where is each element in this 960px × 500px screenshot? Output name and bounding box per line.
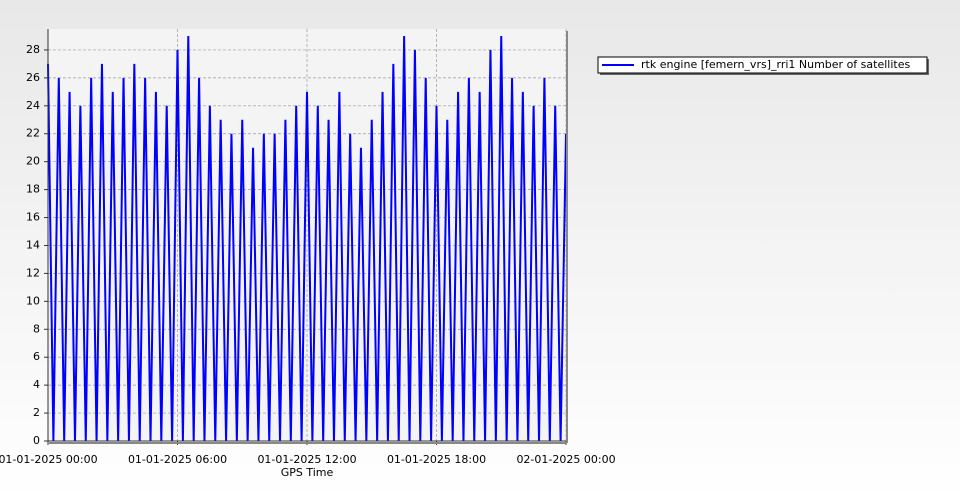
y-tick-label: 14 (26, 238, 40, 251)
x-tick-label: 01-01-2025 00:00 (0, 453, 98, 466)
x-tick-label: 02-01-2025 00:00 (516, 453, 615, 466)
legend-label: rtk engine [femern_vrs]_rri1 Number of s… (641, 58, 910, 71)
x-axis-label: GPS Time (281, 466, 334, 479)
y-tick-label: 20 (26, 155, 40, 168)
y-tick-label: 22 (26, 127, 40, 140)
data-line (47, 35, 567, 442)
y-tick-label: 18 (26, 183, 40, 196)
y-tick-label: 16 (26, 211, 40, 224)
legend-box (597, 56, 928, 74)
x-tick-label: 01-01-2025 06:00 (128, 453, 227, 466)
y-tick-label: 26 (26, 71, 40, 84)
y-tick-label: 8 (33, 322, 40, 335)
x-tick-label: 01-01-2025 18:00 (387, 453, 486, 466)
y-tick-label: 4 (33, 378, 40, 391)
x-tick-label: 01-01-2025 12:00 (257, 453, 356, 466)
y-tick-label: 12 (26, 266, 40, 279)
y-tick-label: 24 (26, 99, 40, 112)
y-tick-label: 0 (33, 434, 40, 447)
y-tick-label: 28 (26, 43, 40, 56)
y-tick-label: 10 (26, 294, 40, 307)
y-tick-label: 6 (33, 350, 40, 363)
y-tick-label: 2 (33, 406, 40, 419)
axis-shadow (566, 31, 568, 443)
legend: rtk engine [femern_vrs]_rri1 Number of s… (597, 56, 929, 75)
axis-shadow (49, 442, 567, 444)
